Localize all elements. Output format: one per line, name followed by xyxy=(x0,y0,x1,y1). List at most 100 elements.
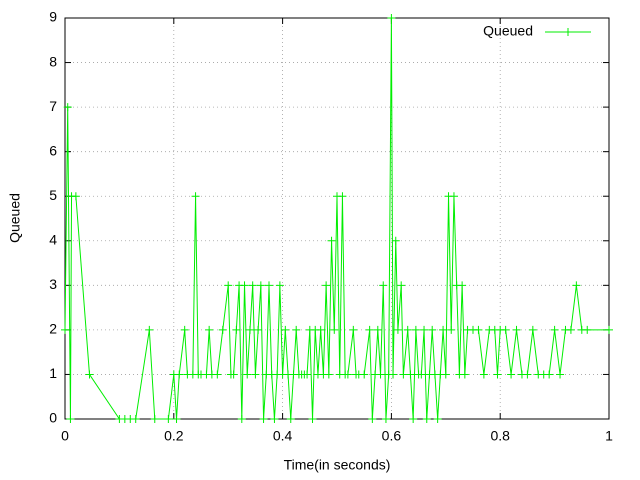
point-marker xyxy=(605,325,613,334)
point-marker xyxy=(439,325,448,334)
point-marker xyxy=(131,415,140,423)
point-marker xyxy=(397,281,406,290)
point-marker xyxy=(71,192,80,201)
y-tick-label: 1 xyxy=(49,365,57,381)
point-marker xyxy=(474,325,483,334)
point-marker xyxy=(379,281,388,290)
y-tick-label: 6 xyxy=(49,142,57,158)
point-marker xyxy=(406,370,415,379)
point-marker xyxy=(420,325,429,334)
point-marker xyxy=(493,370,502,379)
point-marker xyxy=(507,370,516,379)
x-tick-label: 0.8 xyxy=(490,428,510,444)
point-marker xyxy=(248,281,257,290)
point-marker xyxy=(213,370,222,379)
point-marker xyxy=(205,325,214,334)
y-tick-label: 8 xyxy=(49,53,57,69)
legend-label: Queued xyxy=(483,23,533,39)
point-marker xyxy=(265,281,273,290)
point-marker xyxy=(389,370,398,379)
y-tick-label: 3 xyxy=(49,276,57,292)
point-marker xyxy=(145,325,154,334)
point-marker xyxy=(572,281,581,290)
point-marker xyxy=(286,415,295,423)
point-marker xyxy=(259,415,268,423)
point-marker xyxy=(417,370,426,379)
point-marker xyxy=(391,236,400,245)
point-marker xyxy=(237,415,246,423)
point-marker xyxy=(393,325,402,334)
point-marker xyxy=(376,370,385,379)
point-marker xyxy=(512,325,521,334)
y-axis-label: Queued xyxy=(7,193,23,243)
point-marker xyxy=(349,325,358,334)
point-marker xyxy=(409,415,418,423)
point-marker xyxy=(243,370,252,379)
x-axis-label: Time(in seconds) xyxy=(284,457,391,473)
data-line xyxy=(64,17,609,420)
y-tick-label: 4 xyxy=(49,231,57,247)
x-tick-label: 1 xyxy=(605,428,613,444)
point-marker xyxy=(501,325,510,334)
point-marker xyxy=(229,370,238,379)
point-marker xyxy=(251,370,260,379)
point-marker xyxy=(224,281,233,290)
point-marker xyxy=(523,370,532,379)
point-marker xyxy=(447,325,456,334)
y-tick-label: 2 xyxy=(49,321,57,337)
point-marker xyxy=(316,325,325,334)
point-marker xyxy=(566,325,575,334)
point-marker xyxy=(172,415,181,423)
point-marker xyxy=(422,415,431,423)
point-marker xyxy=(275,281,284,290)
x-tick-label: 0 xyxy=(61,428,69,444)
point-marker xyxy=(373,325,382,334)
point-marker xyxy=(256,281,265,290)
point-marker xyxy=(368,415,377,423)
point-marker xyxy=(449,192,458,201)
point-marker xyxy=(330,325,339,334)
point-marker xyxy=(308,415,317,423)
point-marker xyxy=(381,415,390,423)
point-marker xyxy=(441,370,450,379)
legend-marker xyxy=(564,28,572,36)
point-marker xyxy=(411,325,420,334)
point-marker xyxy=(218,325,227,334)
point-marker xyxy=(254,325,263,334)
point-marker xyxy=(458,281,467,290)
y-tick-label: 5 xyxy=(49,187,57,203)
x-tick-label: 0.2 xyxy=(164,428,184,444)
point-marker xyxy=(61,325,69,334)
point-marker xyxy=(324,370,333,379)
plot-frame xyxy=(64,17,610,420)
point-marker xyxy=(387,14,396,22)
point-marker xyxy=(85,370,94,379)
point-marker xyxy=(303,370,312,379)
point-marker xyxy=(150,415,159,423)
point-marker xyxy=(583,325,592,334)
point-marker xyxy=(545,370,554,379)
point-marker xyxy=(365,325,374,334)
point-marker xyxy=(180,325,189,334)
point-marker xyxy=(528,325,537,334)
point-marker xyxy=(270,415,279,423)
point-marker xyxy=(460,370,469,379)
point-marker xyxy=(550,325,559,334)
point-marker xyxy=(281,325,290,334)
point-marker xyxy=(245,325,254,334)
point-marker xyxy=(327,236,336,245)
point-marker xyxy=(164,415,173,423)
point-marker xyxy=(433,415,442,423)
point-marker xyxy=(338,192,347,201)
point-marker xyxy=(232,325,241,334)
point-marker xyxy=(63,103,72,112)
point-marker xyxy=(343,370,352,379)
point-marker xyxy=(191,192,200,201)
point-marker xyxy=(175,370,184,379)
point-marker xyxy=(403,325,412,334)
point-marker xyxy=(292,325,301,334)
y-tick-label: 7 xyxy=(49,98,57,114)
point-marker xyxy=(322,281,331,290)
y-tick-label: 0 xyxy=(49,410,57,426)
